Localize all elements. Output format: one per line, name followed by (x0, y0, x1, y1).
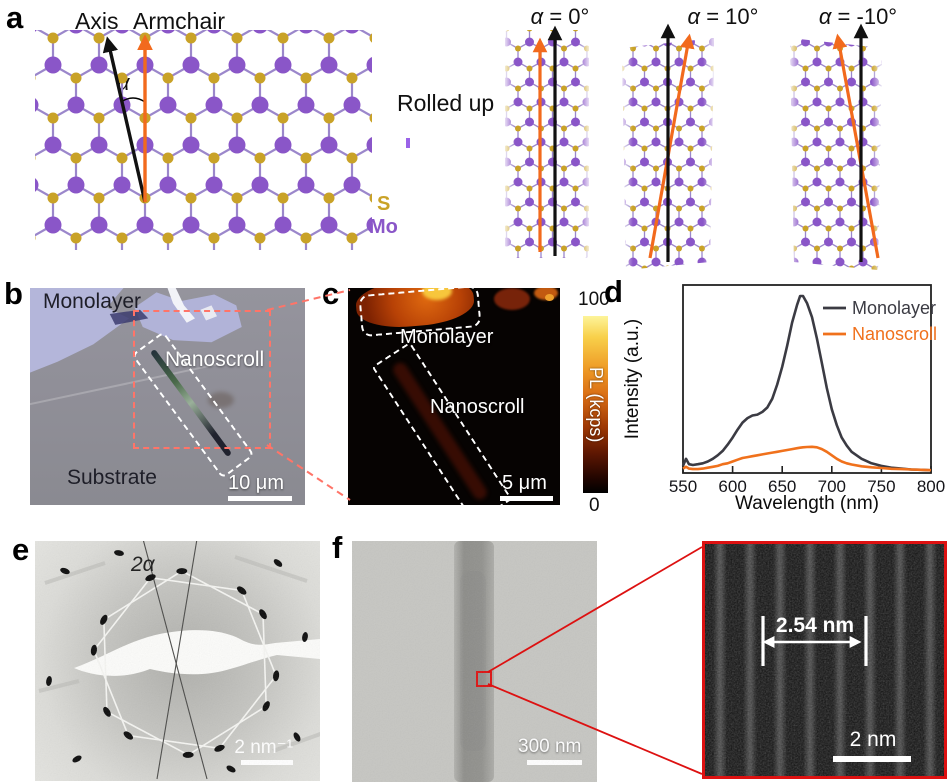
scale-bar-label: 10 μm (228, 472, 284, 494)
scroll-label-10deg: α = 10° (687, 4, 759, 29)
plot-frame (682, 284, 932, 474)
pl-dot (545, 294, 554, 301)
spectrum-curve-monolayer (681, 294, 932, 472)
residue-spot (208, 392, 234, 408)
lattice-area (35, 30, 372, 250)
monolayer-label: Monolayer (43, 290, 142, 313)
svg-text:650: 650 (768, 477, 796, 496)
scroll-label-0deg: α = 0° (530, 4, 590, 29)
scale-bar (833, 756, 911, 762)
scale-bar (527, 760, 582, 765)
two-alpha-label: 2α (130, 553, 156, 576)
beam-saturation-blob (74, 630, 320, 676)
scale-bar-label: 2 nm⁻¹ (234, 737, 293, 758)
pl-blob-right (494, 288, 530, 310)
panel-d-letter: d (604, 274, 623, 309)
colorbar-max: 100 (578, 289, 610, 310)
y-axis-title: Intensity (a.u.) (622, 319, 643, 439)
colorbar-min: 0 (589, 495, 600, 516)
zoom-region-box (476, 671, 492, 687)
sulfur-legend-label: S (377, 193, 391, 215)
pl-colorbar (583, 316, 608, 493)
nanoscroll-label: Nanoscroll (430, 396, 525, 418)
scale-bar-label: 5 μm (502, 472, 547, 494)
armchair-arrow-label: Armchair (133, 8, 226, 34)
flake-bit (200, 305, 217, 321)
nanoscroll-dashed-outline (371, 341, 513, 505)
colorbar-title: PL (kcps) (586, 366, 606, 443)
nanoscroll-model-10deg (622, 23, 714, 270)
legend-label: Nanoscroll (852, 324, 937, 344)
svg-text:800: 800 (917, 477, 945, 496)
scale-bar (500, 496, 553, 501)
tem-image: 300 nm (352, 541, 597, 782)
pl-hotspot (422, 288, 452, 300)
svg-text:700: 700 (818, 477, 846, 496)
rolled-up-label: Rolled up (397, 90, 495, 116)
stripe-inner-shade (460, 571, 486, 751)
x-axis-title: Wavelength (nm) (735, 493, 879, 513)
panel-c-letter: c (322, 276, 340, 311)
axis-arrow (102, 36, 147, 203)
scale-bar-label: 2 nm (850, 728, 897, 751)
monolayer-label: Monolayer (400, 326, 494, 348)
svg-text:550: 550 (669, 477, 697, 496)
diffraction-image: 2α 2 nm⁻¹ (35, 541, 320, 781)
molybdenum-legend-label: Mo (369, 216, 398, 238)
panel-f-letter: f (332, 530, 343, 565)
substrate-label: Substrate (67, 466, 157, 489)
spectrum-plot: Wavelength (nm) Intensity (a.u.) Monolay… (622, 284, 945, 513)
diffraction-overlay: 2α 2 nm⁻¹ (38, 541, 320, 780)
svg-text:600: 600 (718, 477, 746, 496)
nanoscroll-models (505, 23, 882, 270)
panel-e-letter: e (12, 532, 30, 567)
nanoscroll-model-minus10deg (790, 23, 882, 270)
axis-arrow-label: Axis (75, 8, 119, 34)
optical-image: Monolayer Nanoscroll Substrate 10 μm (30, 288, 305, 505)
svg-text:750: 750 (867, 477, 895, 496)
panel-a-letter: a (6, 0, 24, 35)
legend-label: Monolayer (852, 298, 936, 318)
nanoscroll-model-0deg (505, 25, 589, 258)
nanoscroll-label: Nanoscroll (165, 348, 265, 371)
fringe-spacing-label: 2.54 nm (776, 614, 854, 637)
hrtem-inset: 2.54 nm 2 nm (702, 541, 947, 779)
zoom-region-box (133, 310, 271, 449)
scale-bar (241, 760, 293, 765)
scale-bar-label: 300 nm (518, 736, 582, 757)
pl-map-image: Monolayer Nanoscroll 5 μm (348, 288, 560, 505)
mos2-lattice (35, 30, 410, 250)
spectrum-curve-nanoscroll (682, 445, 932, 472)
panel-b-letter: b (4, 276, 23, 311)
scale-bar (228, 496, 292, 501)
fringe-annotation: 2.54 nm 2 nm (761, 614, 911, 762)
armchair-arrow (832, 33, 880, 259)
